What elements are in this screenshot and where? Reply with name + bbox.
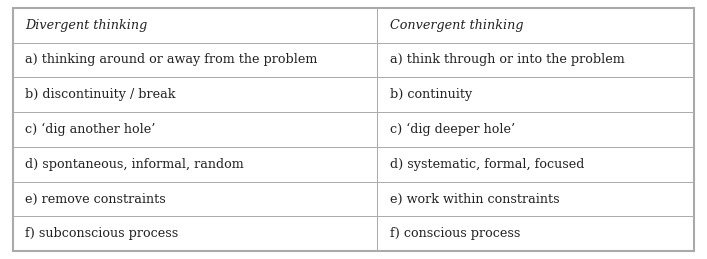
Text: e) work within constraints: e) work within constraints: [390, 192, 559, 206]
Text: a) think through or into the problem: a) think through or into the problem: [390, 53, 624, 67]
Text: f) conscious process: f) conscious process: [390, 227, 520, 240]
Text: d) spontaneous, informal, random: d) spontaneous, informal, random: [25, 158, 244, 171]
Text: b) continuity: b) continuity: [390, 88, 472, 101]
Text: a) thinking around or away from the problem: a) thinking around or away from the prob…: [25, 53, 317, 67]
Text: d) systematic, formal, focused: d) systematic, formal, focused: [390, 158, 584, 171]
Text: e) remove constraints: e) remove constraints: [25, 192, 165, 206]
Text: f) subconscious process: f) subconscious process: [25, 227, 178, 240]
Text: Convergent thinking: Convergent thinking: [390, 19, 523, 32]
Text: b) discontinuity / break: b) discontinuity / break: [25, 88, 175, 101]
Text: Divergent thinking: Divergent thinking: [25, 19, 147, 32]
Text: c) ‘dig another hole’: c) ‘dig another hole’: [25, 123, 156, 136]
Text: c) ‘dig deeper hole’: c) ‘dig deeper hole’: [390, 123, 515, 136]
